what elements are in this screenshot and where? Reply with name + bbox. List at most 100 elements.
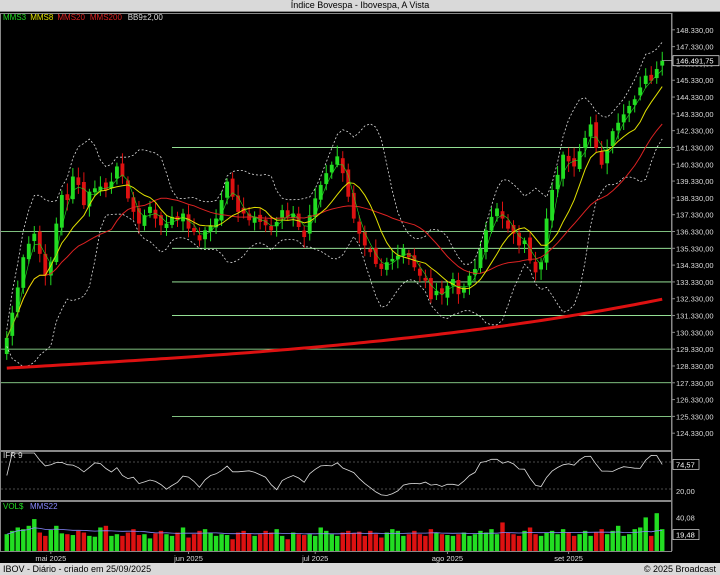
price-tick-label: 126.330,00 bbox=[676, 396, 714, 405]
volume-bar bbox=[87, 535, 92, 551]
candle bbox=[423, 277, 428, 281]
volume-bar bbox=[257, 534, 263, 551]
volume-value-box bbox=[672, 529, 700, 540]
candle bbox=[274, 221, 279, 227]
volume-bar bbox=[335, 535, 340, 551]
volume-bar bbox=[340, 532, 345, 551]
volume-bar bbox=[65, 534, 70, 551]
chart-area[interactable]: 148.330,00147.330,00146.330,00145.330,00… bbox=[0, 0, 720, 563]
candle bbox=[654, 68, 659, 79]
candle bbox=[70, 176, 75, 200]
candle bbox=[379, 263, 384, 269]
volume-bar bbox=[549, 530, 555, 551]
volume-tick-label: 19,48 bbox=[676, 531, 695, 540]
candle bbox=[148, 206, 152, 213]
volume-bar bbox=[412, 530, 417, 551]
candle bbox=[43, 253, 48, 276]
candle bbox=[302, 230, 307, 238]
candle bbox=[225, 181, 230, 198]
candle bbox=[329, 164, 334, 173]
candle bbox=[550, 189, 555, 221]
volume-bar bbox=[439, 534, 445, 551]
candle bbox=[357, 221, 362, 234]
volume-bar bbox=[158, 530, 164, 551]
volume-bar bbox=[4, 534, 9, 551]
volume-bar bbox=[351, 533, 356, 551]
price-tick-label: 134.330,00 bbox=[676, 261, 714, 270]
candle bbox=[87, 191, 92, 207]
candle bbox=[318, 184, 323, 200]
candle bbox=[462, 287, 466, 293]
volume-bar bbox=[246, 533, 252, 551]
volume-bar bbox=[318, 527, 323, 551]
price-tick-label: 125.330,00 bbox=[676, 412, 714, 421]
candle bbox=[434, 290, 439, 296]
candle bbox=[37, 231, 42, 254]
legend-vols: VOL$ bbox=[3, 502, 24, 511]
candle bbox=[170, 216, 174, 225]
price-tick-label: 148.330,00 bbox=[676, 26, 714, 35]
candle bbox=[48, 262, 53, 276]
volume-bar bbox=[241, 530, 246, 551]
volume-bar bbox=[98, 527, 103, 551]
date-tick-label: jul 2025 bbox=[301, 554, 328, 563]
candle bbox=[478, 248, 483, 269]
candle bbox=[285, 210, 290, 217]
volume-bar bbox=[346, 530, 351, 551]
volume-bar bbox=[32, 519, 37, 551]
candle bbox=[401, 248, 406, 256]
volume-bar bbox=[43, 535, 48, 551]
volume-bar bbox=[175, 532, 180, 551]
mms22-line bbox=[6, 527, 663, 535]
volume-bar bbox=[395, 530, 401, 551]
candle bbox=[621, 114, 626, 123]
candle bbox=[54, 223, 59, 263]
volume-bar bbox=[26, 525, 31, 551]
candle bbox=[467, 275, 472, 286]
volume-bar bbox=[202, 529, 208, 551]
volume-bar bbox=[467, 535, 472, 551]
candle bbox=[230, 178, 235, 197]
volume-tick-label: 40,08 bbox=[676, 513, 695, 522]
volume-bar bbox=[638, 527, 643, 551]
candle bbox=[307, 215, 312, 234]
volume-bar bbox=[511, 534, 516, 551]
candle bbox=[577, 151, 582, 170]
volume-bar bbox=[230, 539, 235, 551]
candle bbox=[92, 188, 97, 193]
volume-bar bbox=[70, 535, 76, 551]
volume-bar bbox=[285, 539, 290, 551]
candle bbox=[610, 131, 615, 146]
volume-bar bbox=[456, 534, 461, 551]
candle bbox=[412, 255, 417, 268]
price-tick-label: 147.330,00 bbox=[676, 43, 714, 52]
candle bbox=[362, 232, 367, 246]
volume-bar bbox=[274, 529, 279, 551]
candle bbox=[252, 216, 257, 223]
volume-bar bbox=[390, 529, 395, 551]
volume-bars bbox=[4, 513, 665, 551]
volume-bar bbox=[593, 532, 599, 551]
volume-bar bbox=[450, 535, 456, 551]
price-tick-label: 129.330,00 bbox=[676, 345, 714, 354]
volume-bar bbox=[307, 534, 312, 551]
candle bbox=[522, 240, 527, 245]
volume-bar bbox=[621, 535, 626, 551]
volume-bar bbox=[186, 537, 191, 551]
volume-bar bbox=[263, 530, 268, 551]
volume-bar bbox=[208, 532, 213, 551]
volume-bar bbox=[103, 525, 109, 551]
ifr-line bbox=[6, 452, 663, 496]
candle bbox=[137, 208, 141, 224]
footer-right: © 2025 Broadcast bbox=[643, 564, 716, 574]
volume-bar bbox=[296, 534, 301, 551]
candle bbox=[164, 223, 169, 228]
candle bbox=[103, 182, 108, 190]
legend-mms8: MMS8 bbox=[30, 13, 54, 22]
volume-bar bbox=[120, 535, 125, 551]
candle bbox=[632, 99, 637, 105]
candle bbox=[489, 216, 494, 231]
candle bbox=[126, 180, 130, 199]
price-tick-label: 138.330,00 bbox=[676, 194, 714, 203]
volume-bar bbox=[373, 534, 379, 551]
